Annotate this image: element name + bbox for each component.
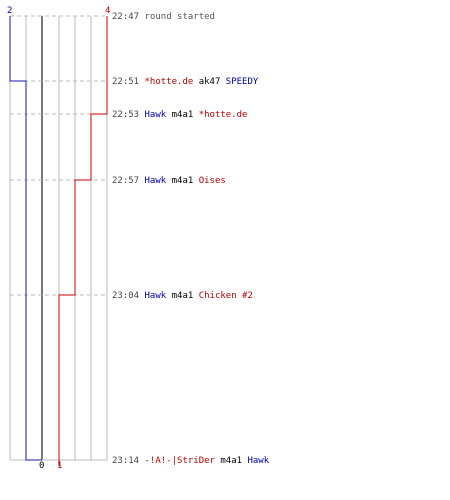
event-player: -!A!-|StriDer [145, 456, 221, 466]
event-row: 22:51 *hotte.de ak47 SPEEDY [112, 77, 259, 87]
blue-team-line [9, 16, 42, 461]
red-end-count: 1 [57, 461, 62, 471]
event-weapon: m4a1 [172, 291, 199, 301]
event-row: 23:14 -!A!-|StriDer m4a1 Hawk [112, 456, 270, 466]
event-weapon: m4a1 [172, 176, 199, 186]
event-row: 22:53 Hawk m4a1 *hotte.de [112, 110, 247, 120]
event-player: Hawk [145, 176, 172, 186]
event-time: 22:47 [112, 12, 145, 22]
event-weapon: m4a1 [220, 456, 247, 466]
event-weapon: ak47 [199, 77, 226, 87]
team-alive-step-lines [9, 16, 108, 466]
event-time: 23:14 [112, 456, 145, 466]
event-player: Chicken #2 [199, 291, 253, 301]
alive-count-labels: 2 4 0 1 [7, 6, 110, 471]
event-text: round started [145, 12, 215, 22]
event-row: 22:47 round started [112, 12, 215, 22]
event-player: *hotte.de [145, 77, 199, 87]
event-player: Hawk [247, 456, 269, 466]
blue-end-count: 0 [39, 461, 44, 471]
event-player: Oises [199, 176, 226, 186]
event-player: Hawk [145, 110, 172, 120]
blue-start-count: 2 [7, 6, 12, 16]
event-player: Hawk [145, 291, 172, 301]
red-start-count: 4 [105, 6, 110, 16]
event-weapon: m4a1 [172, 110, 199, 120]
red-team-line [58, 16, 108, 466]
event-row: 23:04 Hawk m4a1 Chicken #2 [112, 291, 253, 301]
event-row: 22:57 Hawk m4a1 Oises [112, 176, 226, 186]
event-time: 22:53 [112, 110, 145, 120]
event-time: 22:57 [112, 176, 145, 186]
event-time: 22:51 [112, 77, 145, 87]
event-time: 23:04 [112, 291, 145, 301]
event-player: SPEEDY [226, 77, 259, 87]
event-list: 22:47 round started 22:51 *hotte.de ak47 … [112, 12, 270, 466]
event-player: *hotte.de [199, 110, 248, 120]
